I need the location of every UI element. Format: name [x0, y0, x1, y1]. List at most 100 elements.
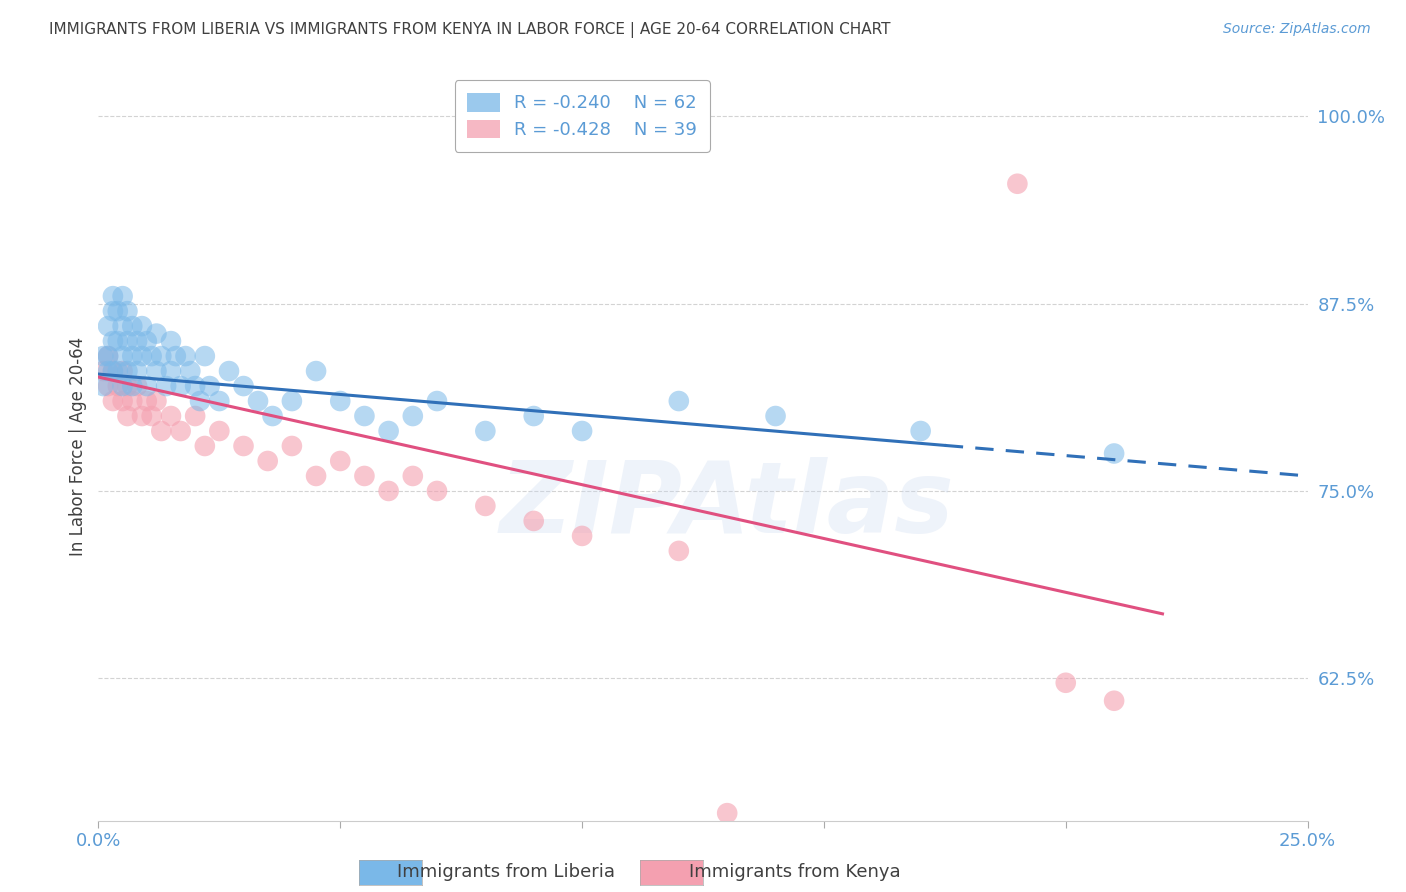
Point — [765, 409, 787, 423]
Point — [281, 439, 304, 453]
Point — [232, 439, 254, 453]
Point — [165, 349, 187, 363]
Point — [184, 379, 207, 393]
Point — [232, 379, 254, 393]
Point — [329, 394, 352, 409]
Point — [194, 439, 217, 453]
Point — [377, 424, 399, 438]
Text: ZIPAtlas: ZIPAtlas — [499, 458, 955, 555]
Point — [145, 326, 167, 341]
Text: Source: ZipAtlas.com: Source: ZipAtlas.com — [1223, 22, 1371, 37]
Point — [256, 454, 278, 468]
Point — [188, 394, 211, 409]
Point — [131, 349, 153, 363]
Text: Immigrants from Kenya: Immigrants from Kenya — [689, 863, 900, 881]
Point — [117, 379, 139, 393]
Point — [329, 454, 352, 468]
Point — [1054, 675, 1077, 690]
Point — [169, 379, 191, 393]
Point — [571, 424, 593, 438]
Point — [111, 364, 134, 378]
Point — [127, 364, 149, 378]
Point — [402, 469, 425, 483]
Text: Immigrants from Liberia: Immigrants from Liberia — [396, 863, 616, 881]
Point — [117, 409, 139, 423]
Point — [107, 379, 129, 393]
Point — [910, 424, 932, 438]
Point — [668, 544, 690, 558]
Point — [135, 334, 157, 348]
Point — [101, 304, 124, 318]
Point — [218, 364, 240, 378]
Point — [208, 394, 231, 409]
Point — [402, 409, 425, 423]
Point — [194, 349, 217, 363]
Point — [131, 409, 153, 423]
Point — [208, 424, 231, 438]
Point — [353, 409, 375, 423]
Point — [523, 514, 546, 528]
Point — [111, 394, 134, 409]
Point — [131, 319, 153, 334]
Point — [150, 349, 173, 363]
Text: IMMIGRANTS FROM LIBERIA VS IMMIGRANTS FROM KENYA IN LABOR FORCE | AGE 20-64 CORR: IMMIGRANTS FROM LIBERIA VS IMMIGRANTS FR… — [49, 22, 891, 38]
Point — [107, 304, 129, 318]
Point — [474, 424, 496, 438]
Point — [135, 394, 157, 409]
Point — [101, 289, 124, 303]
Point — [160, 409, 183, 423]
Point — [117, 364, 139, 378]
Legend: R = -0.240    N = 62, R = -0.428    N = 39: R = -0.240 N = 62, R = -0.428 N = 39 — [454, 80, 710, 152]
Point — [141, 409, 163, 423]
Point — [101, 394, 124, 409]
Point — [97, 364, 120, 378]
Point — [571, 529, 593, 543]
Point — [135, 379, 157, 393]
Point — [1007, 177, 1029, 191]
Point — [150, 424, 173, 438]
Point — [97, 349, 120, 363]
Point — [117, 334, 139, 348]
Point — [91, 349, 114, 363]
Point — [91, 379, 114, 393]
Point — [101, 334, 124, 348]
Point — [198, 379, 221, 393]
Point — [111, 289, 134, 303]
Point — [145, 394, 167, 409]
Point — [160, 334, 183, 348]
Point — [305, 469, 328, 483]
Point — [111, 319, 134, 334]
Point — [97, 319, 120, 334]
Point — [474, 499, 496, 513]
Point — [668, 394, 690, 409]
Point — [184, 409, 207, 423]
Y-axis label: In Labor Force | Age 20-64: In Labor Force | Age 20-64 — [69, 336, 87, 556]
Point — [111, 349, 134, 363]
Point — [101, 364, 124, 378]
Point — [247, 394, 270, 409]
Point — [121, 319, 143, 334]
Point — [121, 349, 143, 363]
Point — [426, 394, 449, 409]
Point — [121, 379, 143, 393]
Point — [145, 364, 167, 378]
Point — [523, 409, 546, 423]
Point — [127, 334, 149, 348]
Point — [97, 349, 120, 363]
Point — [91, 364, 114, 378]
Point — [121, 394, 143, 409]
Point — [179, 364, 201, 378]
Point — [377, 483, 399, 498]
Point — [353, 469, 375, 483]
Point — [160, 364, 183, 378]
Point — [169, 424, 191, 438]
Point — [107, 364, 129, 378]
Point — [111, 379, 134, 393]
Point — [716, 806, 738, 821]
Point — [117, 304, 139, 318]
Point — [127, 379, 149, 393]
Point — [155, 379, 177, 393]
Point — [141, 349, 163, 363]
Point — [174, 349, 197, 363]
Point — [1102, 446, 1125, 460]
